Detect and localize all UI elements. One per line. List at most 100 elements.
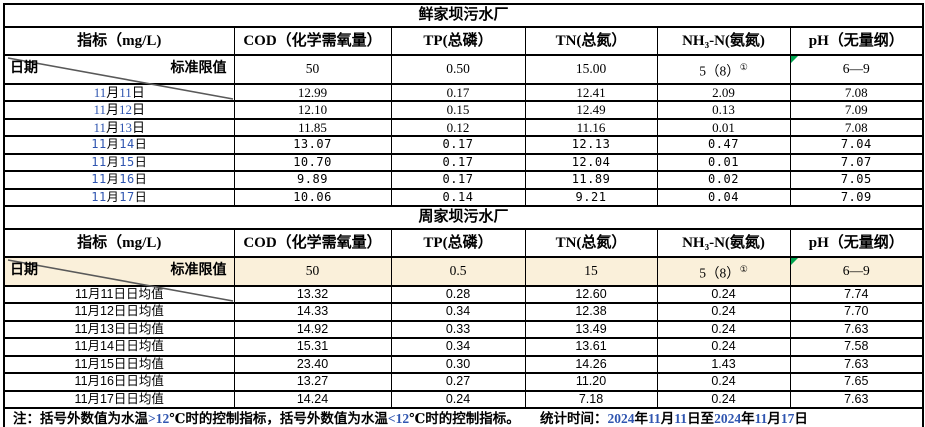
data-value-cell[interactable]: 7.65	[789, 372, 924, 392]
data-value-cell[interactable]: 0.01	[656, 152, 791, 172]
data-value-cell[interactable]: 9.21	[524, 187, 658, 207]
data-value-cell[interactable]: 7.58	[789, 337, 924, 357]
data-value-cell[interactable]: 11.89	[524, 170, 658, 190]
data-value-cell[interactable]: 12.60	[524, 284, 658, 304]
data-value-cell[interactable]: 0.12	[390, 117, 526, 137]
data-value-cell[interactable]: 12.41	[524, 82, 658, 102]
data-value-cell[interactable]: 0.34	[390, 302, 526, 322]
limit-value-cell[interactable]: 50	[233, 54, 392, 85]
data-value-cell[interactable]: 7.63	[789, 319, 924, 339]
data-value-cell[interactable]: 12.38	[524, 302, 658, 322]
row-date-cell[interactable]: 11月15日日均值	[3, 354, 235, 374]
row-date-cell[interactable]: 11月17日日均值	[3, 389, 235, 409]
data-value-cell[interactable]: 0.24	[656, 284, 791, 304]
plant-title: 周家坝污水厂	[3, 205, 924, 230]
data-value-cell[interactable]: 0.01	[656, 117, 791, 137]
data-value-cell[interactable]: 23.40	[233, 354, 392, 374]
data-value-cell[interactable]: 11.20	[524, 372, 658, 392]
data-value-cell[interactable]: 13.27	[233, 372, 392, 392]
data-value-cell[interactable]: 0.14	[390, 187, 526, 207]
limit-value-cell[interactable]: 15.00	[524, 54, 658, 85]
data-value-cell[interactable]: 14.26	[524, 354, 658, 374]
limit-value-cell[interactable]: 50	[233, 256, 392, 287]
data-value-cell[interactable]: 12.49	[524, 100, 658, 120]
data-value-cell[interactable]: 13.49	[524, 319, 658, 339]
limit-value-cell[interactable]: 6—9	[789, 54, 924, 85]
date-limit-corner-cell[interactable]: 日期 标准限值	[3, 54, 235, 100]
data-value-cell[interactable]: 13.32	[233, 284, 392, 304]
data-value-cell[interactable]: 0.24	[656, 372, 791, 392]
limit-value-cell[interactable]: 0.50	[390, 54, 526, 85]
data-value-cell[interactable]: 7.18	[524, 389, 658, 409]
data-value-cell[interactable]: 0.28	[390, 284, 526, 304]
limit-value-cell[interactable]: 15	[524, 256, 658, 287]
data-value-cell[interactable]: 7.05	[789, 170, 924, 190]
data-value-cell[interactable]: 0.30	[390, 354, 526, 374]
data-value-cell[interactable]: 7.09	[789, 187, 924, 207]
row-date-cell[interactable]: 11月16日日均值	[3, 372, 235, 392]
row-date-cell[interactable]: 11月14日日均值	[3, 337, 235, 357]
data-value-cell[interactable]: 0.17	[390, 82, 526, 102]
data-value-cell[interactable]: 7.74	[789, 284, 924, 304]
data-value-cell[interactable]: 14.24	[233, 389, 392, 409]
data-value-cell[interactable]: 13.07	[233, 135, 392, 155]
row-date-cell[interactable]: 11月13日	[3, 117, 235, 137]
data-value-cell[interactable]: 1.43	[656, 354, 791, 374]
data-value-cell[interactable]: 0.13	[656, 100, 791, 120]
data-value-cell[interactable]: 12.10	[233, 100, 392, 120]
data-value-cell[interactable]: 0.24	[656, 337, 791, 357]
row-date-cell[interactable]: 11月11日日均值	[3, 284, 235, 304]
data-value-cell[interactable]: 7.07	[789, 152, 924, 172]
data-value-cell[interactable]: 0.17	[390, 152, 526, 172]
data-value-cell[interactable]: 7.09	[789, 100, 924, 120]
data-value-cell[interactable]: 7.63	[789, 389, 924, 409]
data-value-cell[interactable]: 7.08	[789, 82, 924, 102]
row-date-cell[interactable]: 11月11日	[3, 82, 235, 102]
cell-corner-flag-triangle	[790, 258, 798, 265]
data-value-cell[interactable]: 0.15	[390, 100, 526, 120]
data-value-cell[interactable]: 14.33	[233, 302, 392, 322]
data-value-cell[interactable]: 10.06	[233, 187, 392, 207]
data-value-cell[interactable]: 11.16	[524, 117, 658, 137]
data-value-cell[interactable]: 12.99	[233, 82, 392, 102]
data-value-cell[interactable]: 0.02	[656, 170, 791, 190]
data-value-cell[interactable]: 0.33	[390, 319, 526, 339]
data-value-cell[interactable]: 11.85	[233, 117, 392, 137]
data-value-cell[interactable]: 0.24	[656, 302, 791, 322]
row-date-cell[interactable]: 11月14日	[3, 135, 235, 155]
data-value-cell[interactable]: 0.24	[656, 389, 791, 409]
data-value-cell[interactable]: 0.17	[390, 170, 526, 190]
limit-value-cell[interactable]: 5（8）①	[656, 256, 791, 287]
row-date-cell[interactable]: 11月12日日均值	[3, 302, 235, 322]
row-date-cell[interactable]: 11月17日	[3, 187, 235, 207]
data-value-cell[interactable]: 7.63	[789, 354, 924, 374]
row-date-cell[interactable]: 11月15日	[3, 152, 235, 172]
data-value-cell[interactable]: 14.92	[233, 319, 392, 339]
data-value-cell[interactable]: 15.31	[233, 337, 392, 357]
data-value-cell[interactable]: 13.61	[524, 337, 658, 357]
limit-value-cell[interactable]: 6—9	[789, 256, 924, 287]
row-date-cell[interactable]: 11月16日	[3, 170, 235, 190]
limit-value-cell[interactable]: 0.5	[390, 256, 526, 287]
data-value-cell[interactable]: 0.27	[390, 372, 526, 392]
row-date-cell[interactable]: 11月12日	[3, 100, 235, 120]
data-value-cell[interactable]: 0.24	[656, 319, 791, 339]
data-value-cell[interactable]: 2.09	[656, 82, 791, 102]
data-value-cell[interactable]: 0.47	[656, 135, 791, 155]
date-limit-corner-cell[interactable]: 日期 标准限值	[3, 256, 235, 302]
data-value-cell[interactable]: 12.13	[524, 135, 658, 155]
data-value-cell[interactable]: 0.17	[390, 135, 526, 155]
data-value-cell[interactable]: 0.34	[390, 337, 526, 357]
data-value-cell[interactable]: 7.04	[789, 135, 924, 155]
data-value-cell[interactable]: 10.70	[233, 152, 392, 172]
data-value-cell[interactable]: 7.70	[789, 302, 924, 322]
data-value-cell[interactable]: 0.24	[390, 389, 526, 409]
row-date-cell[interactable]: 11月13日日均值	[3, 319, 235, 339]
limit-value-cell[interactable]: 5（8）①	[656, 54, 791, 85]
column-header: COD（化学需氧量）	[233, 228, 392, 258]
data-value-cell[interactable]: 9.89	[233, 170, 392, 190]
data-value-cell[interactable]: 12.04	[524, 152, 658, 172]
data-value-cell[interactable]: 7.08	[789, 117, 924, 137]
data-value-cell[interactable]: 0.04	[656, 187, 791, 207]
